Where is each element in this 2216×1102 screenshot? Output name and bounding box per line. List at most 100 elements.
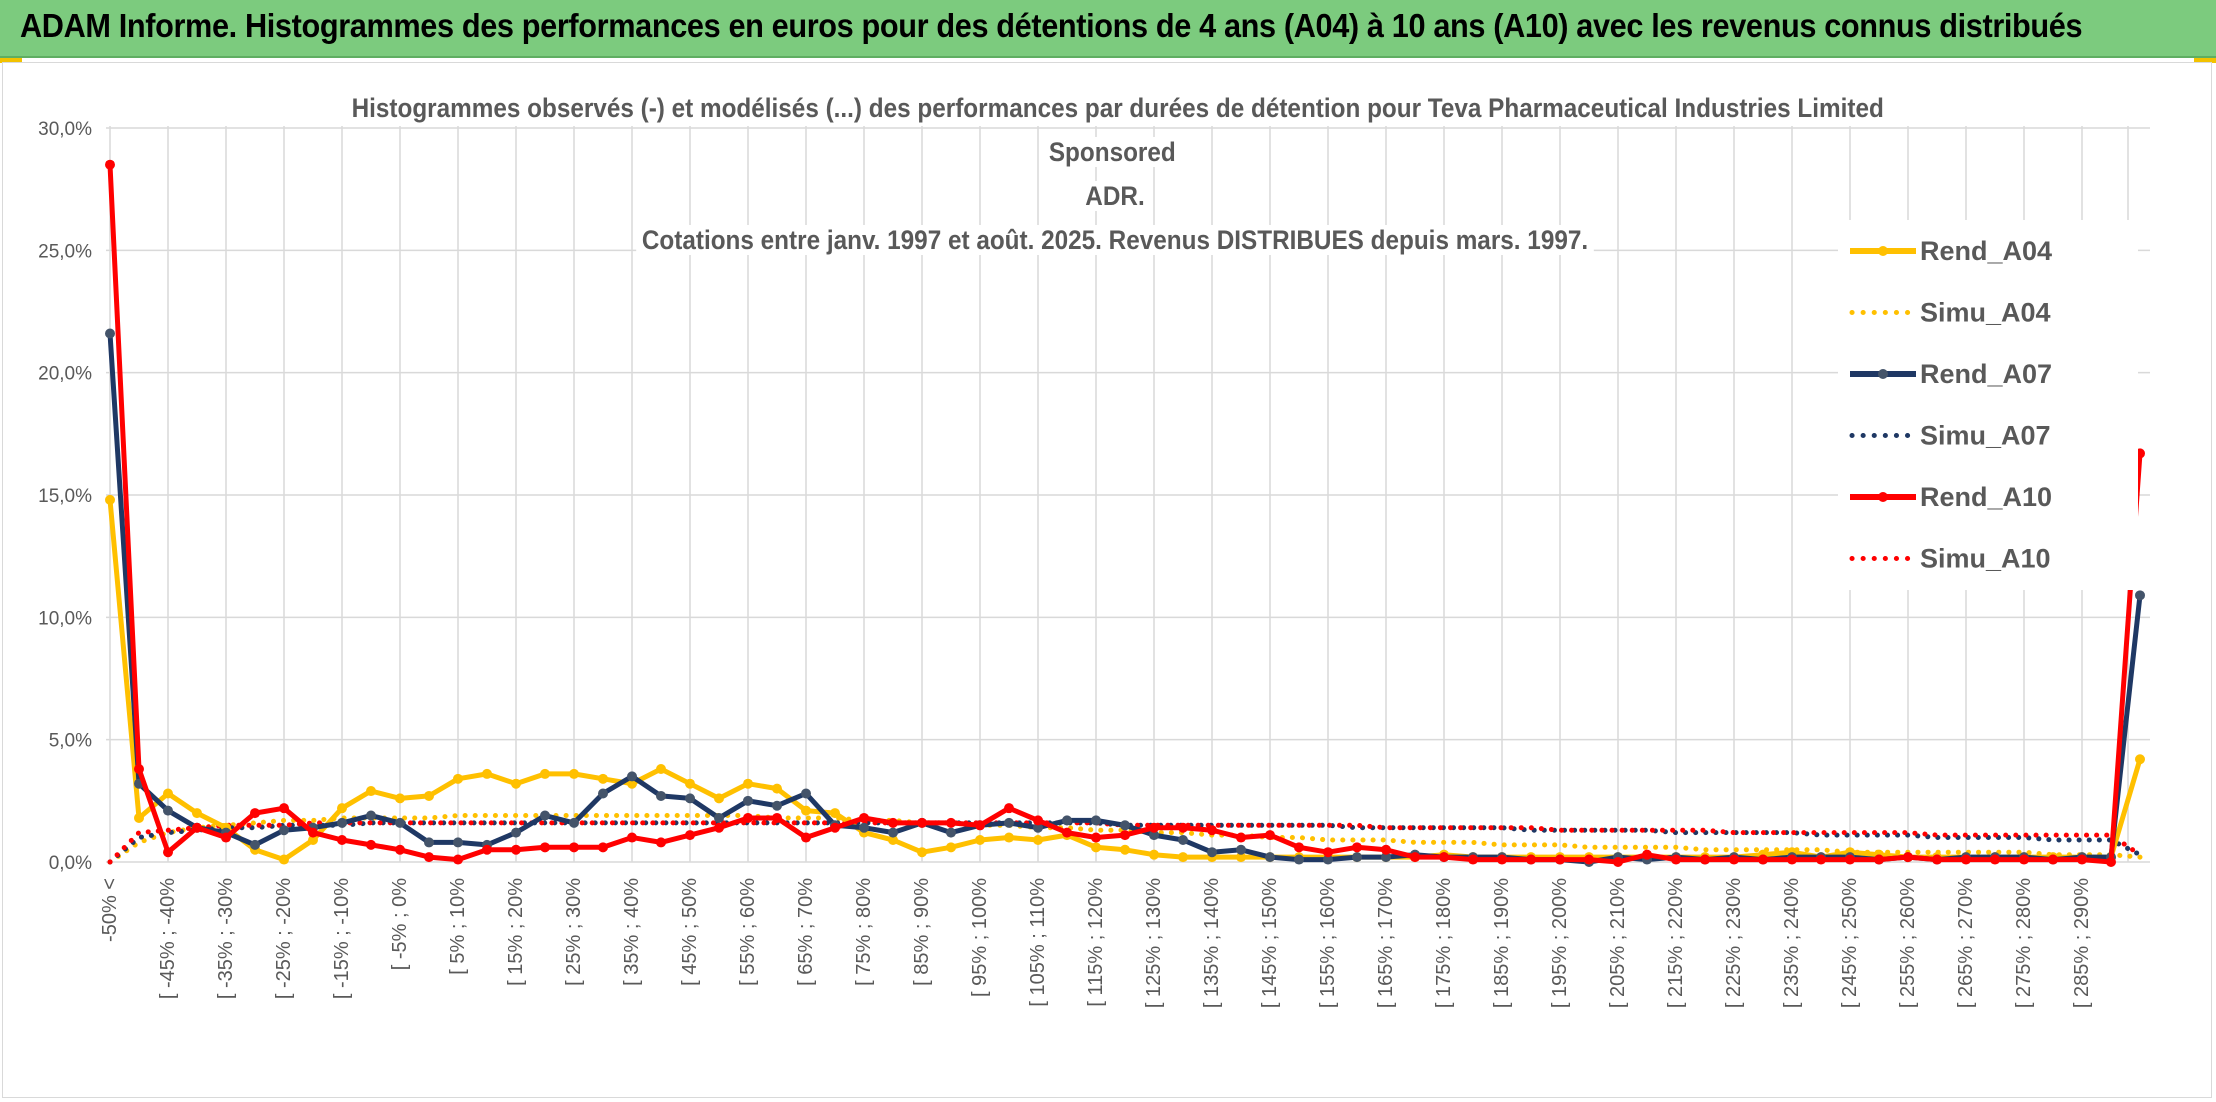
x-tick-label: [ 145% ; 150% xyxy=(1259,878,1281,1008)
legend-label: Rend_A04 xyxy=(1920,236,2052,266)
data-point xyxy=(1410,852,1420,863)
data-point xyxy=(540,810,550,821)
data-point xyxy=(366,786,376,797)
data-point xyxy=(163,847,173,858)
chart-title: Histogrammes observés (-) et modélisés (… xyxy=(292,86,1939,262)
y-tick-label: 25,0% xyxy=(38,241,92,262)
data-point xyxy=(395,793,405,804)
data-point xyxy=(1439,852,1449,863)
data-point xyxy=(1062,827,1072,838)
legend-label: Simu_A07 xyxy=(1920,421,2051,451)
data-point xyxy=(221,832,231,843)
data-point xyxy=(917,817,927,828)
data-point xyxy=(482,844,492,855)
data-point xyxy=(192,808,202,819)
x-tick-label: [ 25% ; 30% xyxy=(563,878,585,986)
x-tick-label: [ -45% ; -40% xyxy=(157,878,179,999)
legend-marker xyxy=(1878,246,1888,256)
legend-label: Rend_A07 xyxy=(1920,359,2052,389)
series-rend-a10 xyxy=(105,159,2145,867)
data-point xyxy=(569,817,579,828)
y-axis: 0,0% 5,0% 10,0% 15,0% 20,0% 25,0% 30,0% xyxy=(38,119,92,874)
data-point xyxy=(1294,842,1304,853)
x-tick-label: [ 265% ; 270% xyxy=(1955,878,1977,1008)
data-point xyxy=(946,817,956,828)
data-point xyxy=(105,328,115,339)
data-point xyxy=(1004,832,1014,843)
data-point xyxy=(2077,854,2087,865)
data-point xyxy=(192,822,202,833)
data-point xyxy=(1613,857,1623,867)
x-tick-label: [ 105% ; 110% xyxy=(1027,878,1049,1007)
legend-label: Simu_A04 xyxy=(1920,298,2051,328)
data-point xyxy=(511,827,521,838)
data-point xyxy=(1932,854,1942,865)
data-point xyxy=(1033,822,1043,833)
data-point xyxy=(888,827,898,838)
data-point xyxy=(337,817,347,828)
corner-accent-right xyxy=(2194,58,2216,63)
data-point xyxy=(2135,590,2145,601)
data-point xyxy=(685,793,695,804)
data-point xyxy=(2135,754,2145,765)
data-point xyxy=(772,783,782,794)
data-point xyxy=(1033,815,1043,826)
data-point xyxy=(2048,854,2058,865)
data-point xyxy=(1555,854,1565,865)
data-point xyxy=(859,822,869,833)
x-tick-label: [ 195% ; 200% xyxy=(1549,878,1571,1008)
data-point xyxy=(1381,852,1391,863)
data-point xyxy=(163,805,173,816)
chart-title-line-2: ADR. xyxy=(1079,181,1151,211)
data-point xyxy=(946,827,956,838)
data-point xyxy=(743,778,753,789)
data-point xyxy=(598,842,608,853)
data-point xyxy=(627,771,637,782)
x-tick-label: [ 5% ; 10% xyxy=(447,878,469,975)
chart-title-line-3: Cotations entre janv. 1997 et août. 2025… xyxy=(636,225,1594,255)
y-tick-label: 20,0% xyxy=(38,364,92,385)
data-point xyxy=(424,837,434,848)
report-banner: ADAM Informe. Histogrammes des performan… xyxy=(0,0,2216,58)
x-tick-label: [ -15% ; -10% xyxy=(331,878,353,999)
y-tick-label: 5,0% xyxy=(49,731,92,752)
series-line xyxy=(107,164,2143,865)
data-point xyxy=(714,793,724,804)
chart-title-line-1: Histogrammes observés (-) et modélisés (… xyxy=(346,93,1884,167)
data-point xyxy=(946,842,956,853)
y-tick-label: 15,0% xyxy=(38,486,92,507)
data-point xyxy=(1294,854,1304,865)
x-tick-label: -50% < xyxy=(99,878,121,942)
data-point xyxy=(134,812,144,823)
data-point xyxy=(1207,847,1217,858)
data-point xyxy=(337,834,347,845)
data-point xyxy=(366,810,376,821)
data-point xyxy=(163,788,173,799)
data-point xyxy=(1265,852,1275,863)
legend-item-rend-a04: Rend_A04 xyxy=(1850,236,2052,266)
data-point xyxy=(685,778,695,789)
x-tick-label: [ -5% ; 0% xyxy=(389,878,411,970)
data-point xyxy=(134,764,144,775)
data-point xyxy=(250,839,260,850)
x-tick-label: [ 125% ; 130% xyxy=(1143,878,1165,1008)
data-point xyxy=(540,842,550,853)
legend-item-rend-a07: Rend_A07 xyxy=(1850,359,2052,389)
report-title: ADAM Informe. Histogrammes des performan… xyxy=(20,7,2083,44)
data-point xyxy=(1352,842,1362,853)
data-point xyxy=(743,812,753,823)
data-point xyxy=(627,832,637,843)
data-point xyxy=(1903,852,1913,863)
data-point xyxy=(1874,854,1884,865)
data-point xyxy=(975,820,985,831)
data-point xyxy=(1816,854,1826,865)
data-point xyxy=(801,788,811,799)
legend-marker xyxy=(1878,492,1888,502)
data-point xyxy=(656,837,666,848)
x-tick-label: [ 15% ; 20% xyxy=(505,878,527,986)
x-tick-label: [ 165% ; 170% xyxy=(1375,878,1397,1008)
data-point xyxy=(801,805,811,816)
x-tick-label: [ 255% ; 260% xyxy=(1897,878,1919,1008)
data-point xyxy=(1178,852,1188,863)
series-lines xyxy=(105,159,2145,867)
